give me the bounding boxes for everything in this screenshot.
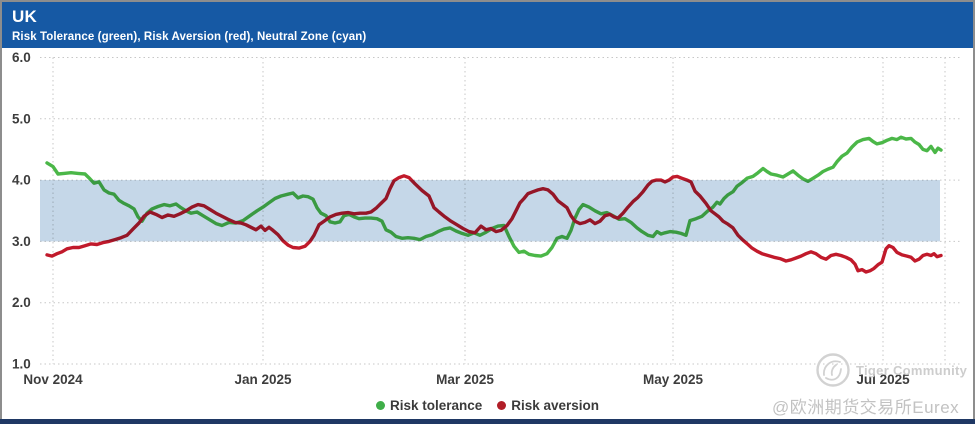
y-axis-tick-label: 5.0 <box>12 111 31 126</box>
x-axis-tick-label: Jan 2025 <box>234 372 292 387</box>
legend-item-risk-tolerance: Risk tolerance <box>375 398 483 413</box>
card-border-left <box>0 0 2 424</box>
chart-legend: Risk tolerance Risk aversion <box>0 398 975 413</box>
card-border-right <box>973 0 975 424</box>
x-axis-tick-label: Jul 2025 <box>856 372 910 387</box>
legend-label-risk-tolerance: Risk tolerance <box>389 398 483 413</box>
x-axis-tick-label: Mar 2025 <box>436 372 494 387</box>
y-axis-tick-label: 3.0 <box>12 234 31 249</box>
legend-label-risk-aversion: Risk aversion <box>511 398 600 413</box>
chart-subtitle: Risk Tolerance (green), Risk Aversion (r… <box>12 31 367 43</box>
y-axis-tick-label: 1.0 <box>12 357 31 372</box>
risk-aversion-dot-icon <box>497 401 507 410</box>
legend-item-risk-aversion: Risk aversion <box>497 398 599 413</box>
tiger-logo-icon <box>816 353 850 387</box>
risk-tolerance-dot-icon <box>375 401 385 410</box>
tiger-community-label: Tiger Community <box>856 362 968 378</box>
card-bottom-accent-bar <box>0 419 975 424</box>
chart-header: UK Risk Tolerance (green), Risk Aversion… <box>2 2 973 48</box>
y-axis-tick-label: 4.0 <box>12 173 31 188</box>
y-axis-tick-label: 6.0 <box>12 50 31 65</box>
x-axis-tick-label: May 2025 <box>643 372 704 387</box>
y-axis-tick-label: 2.0 <box>12 295 31 310</box>
card-border-top <box>0 0 975 2</box>
neutral-zone-band <box>40 180 940 242</box>
x-axis-tick-label: Nov 2024 <box>23 372 83 387</box>
tiger-community-watermark: Tiger Community <box>815 352 967 388</box>
chart-title: UK <box>12 7 37 26</box>
eurex-watermark-handle: @欧洲期货交易所Eurex <box>772 398 960 417</box>
